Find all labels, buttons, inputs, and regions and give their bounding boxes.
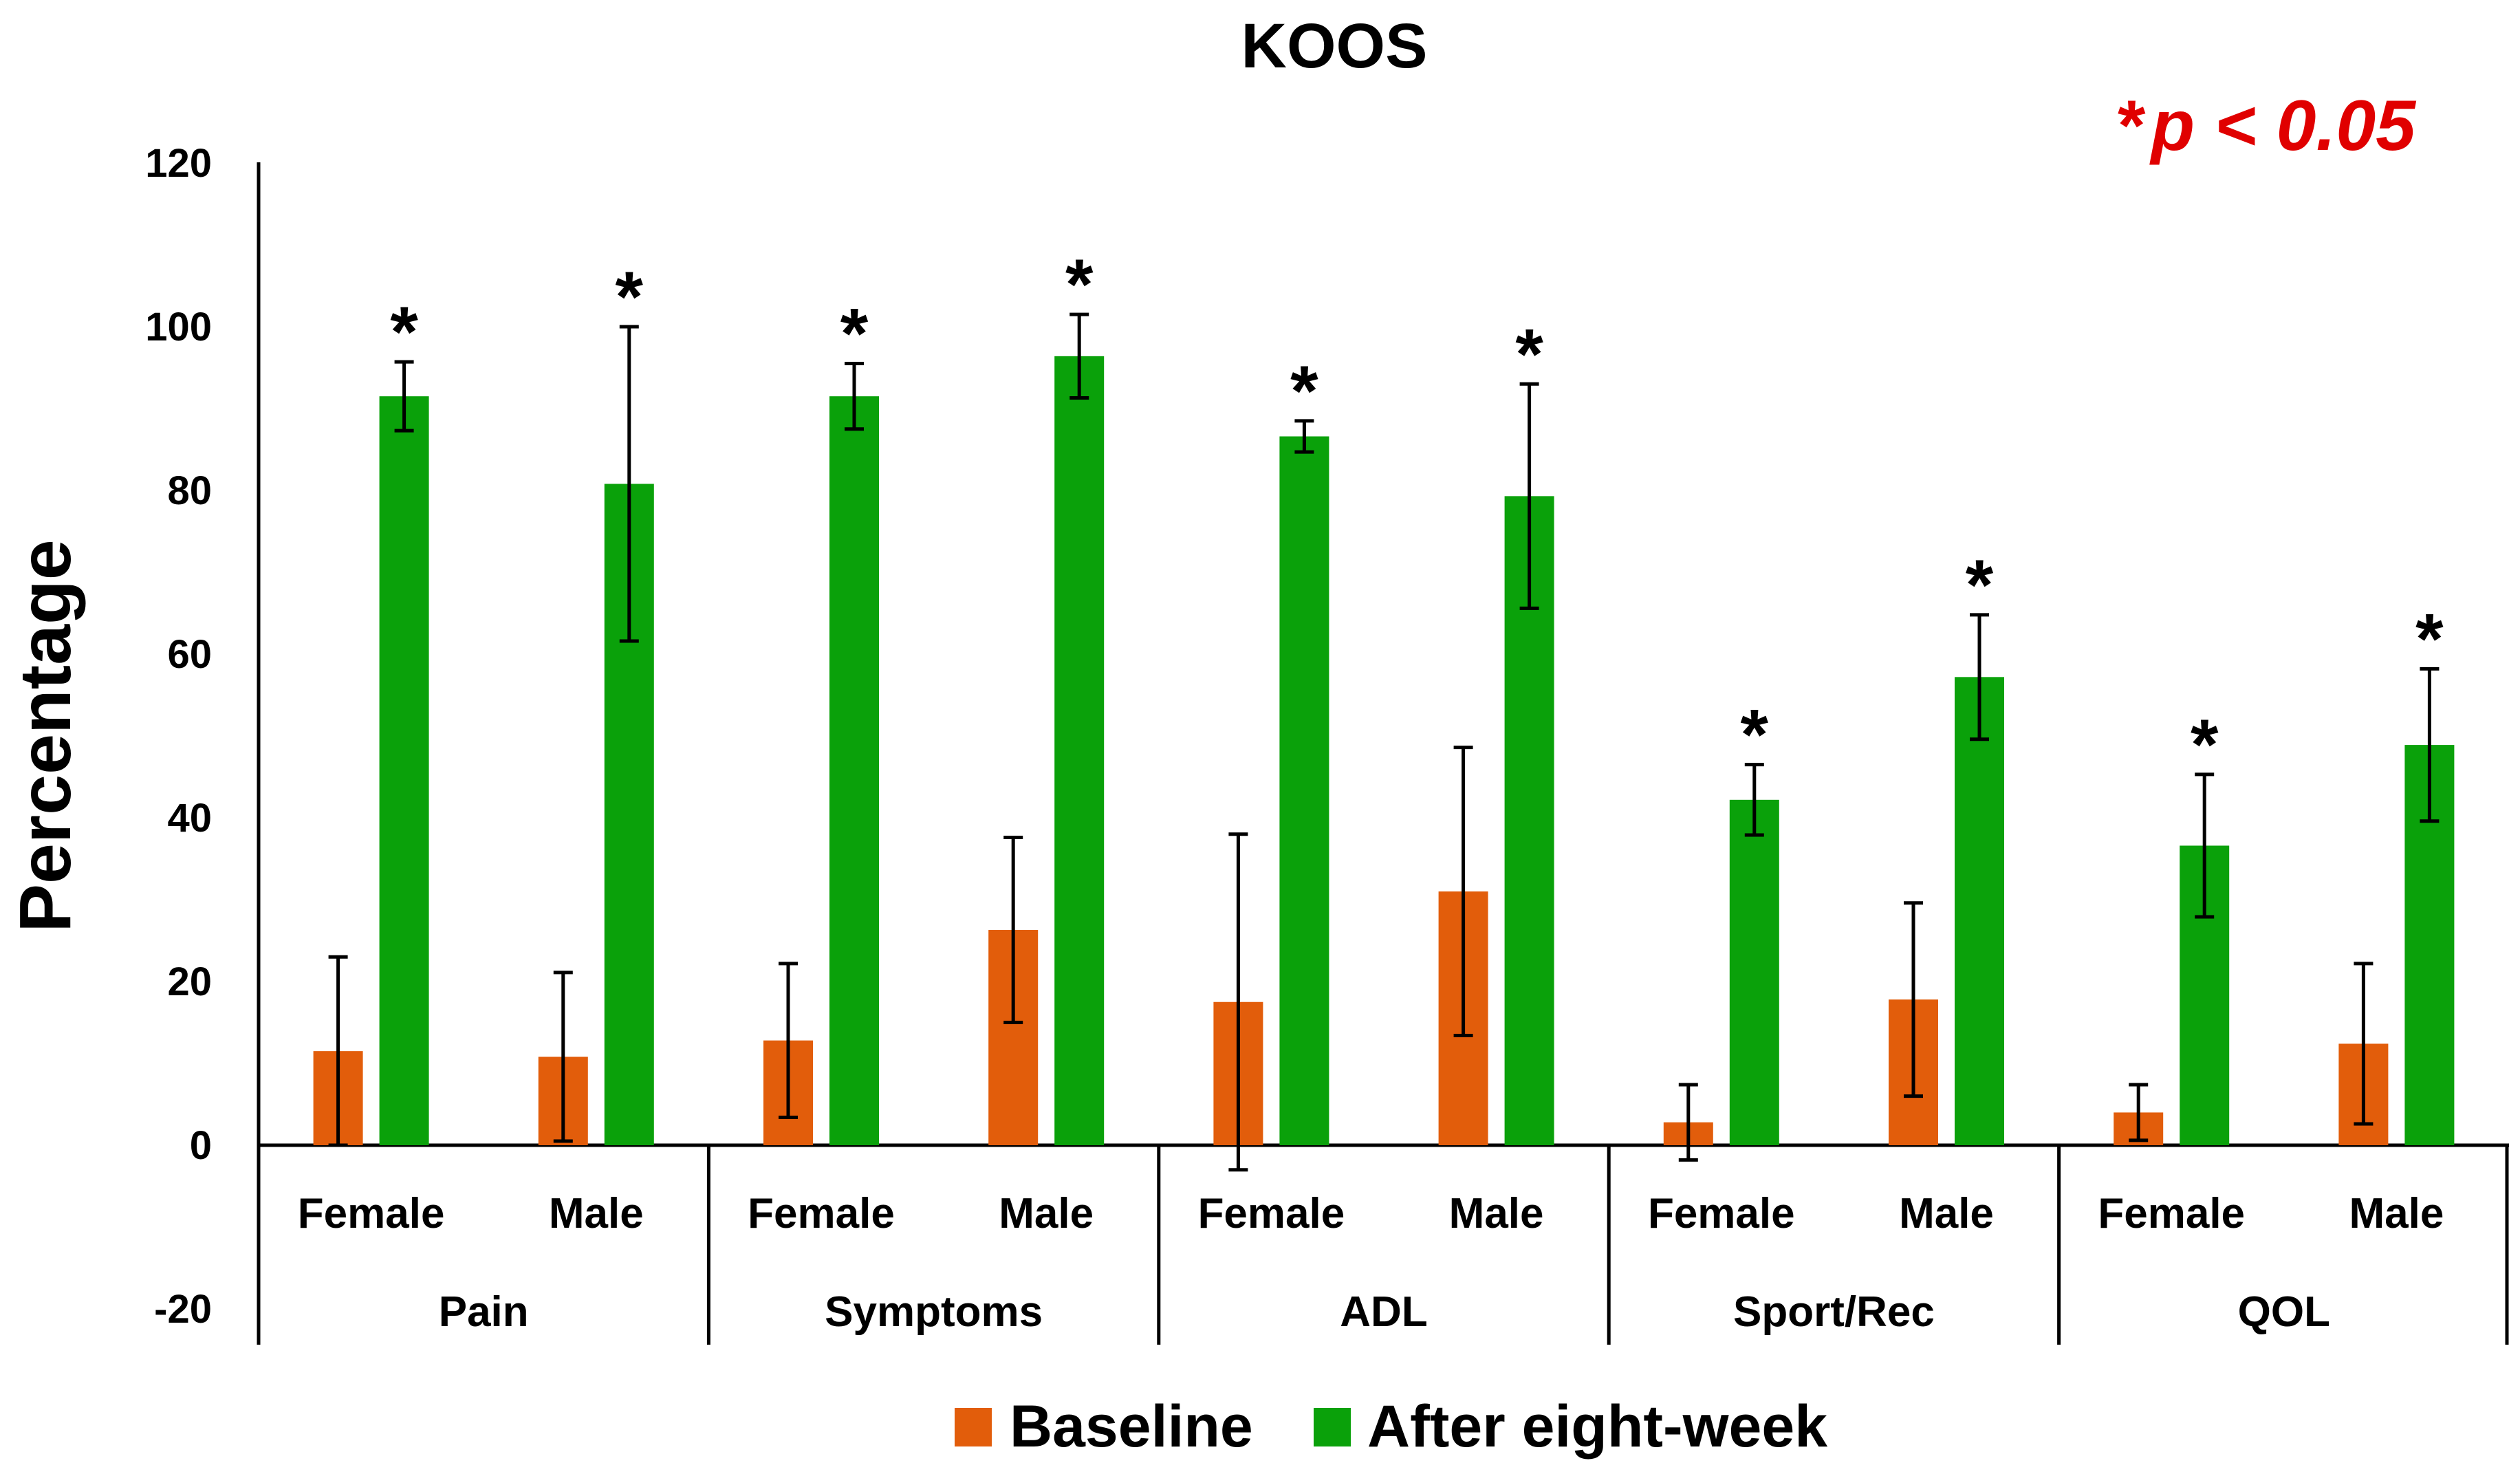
- legend-label-after-eight-week: After eight-week: [1367, 1394, 1827, 1460]
- legend-swatch-baseline: [955, 1408, 992, 1446]
- x-sublabel-male: Male: [1899, 1190, 1994, 1237]
- error-bar: [1744, 763, 1764, 837]
- chart-title: KOOS: [1241, 11, 1428, 81]
- x-sublabel-female: Female: [2098, 1190, 2245, 1237]
- x-sublabel-female: Female: [1648, 1190, 1795, 1237]
- y-axis-label: Percentage: [5, 539, 86, 933]
- x-sublabel-male: Male: [549, 1190, 644, 1237]
- y-tick-label: 80: [167, 468, 212, 513]
- error-bars: [328, 312, 2440, 1172]
- bar-after-eight-week-pain-female: [379, 396, 429, 1145]
- x-sublabel-female: Female: [298, 1190, 445, 1237]
- x-sublabel-female: Female: [1198, 1190, 1345, 1237]
- y-tick-label: 100: [145, 305, 212, 349]
- error-bar: [1678, 1083, 1698, 1162]
- legend: Baseline After eight-week: [955, 1394, 1827, 1460]
- error-bar: [2129, 1083, 2149, 1142]
- error-bar: [1904, 901, 1923, 1098]
- legend-swatch-after-eight-week: [1314, 1408, 1351, 1446]
- error-bar: [845, 362, 864, 431]
- significance-star: *: [2415, 599, 2444, 679]
- error-bar: [1069, 312, 1089, 400]
- significance-star: *: [1966, 545, 1994, 625]
- significance-note: *p < 0.05: [2118, 86, 2417, 166]
- significance-star: *: [840, 294, 869, 374]
- y-tick-label: -20: [154, 1287, 212, 1332]
- error-bar: [1970, 613, 1989, 741]
- x-sublabel-male: Male: [1449, 1190, 1544, 1237]
- y-tick-label: 60: [167, 632, 212, 677]
- legend-label-baseline: Baseline: [1010, 1394, 1253, 1460]
- significance-text: p < 0.05: [2149, 86, 2418, 166]
- bar-after-eight-week-adl-female: [1279, 436, 1329, 1146]
- x-sublabel-male: Male: [2349, 1190, 2444, 1237]
- significance-star: *: [2191, 705, 2219, 785]
- x-group-label-qol: QOL: [2238, 1288, 2330, 1336]
- y-tick-label: 20: [167, 960, 212, 1004]
- significance-star: *: [1065, 245, 1094, 325]
- x-sublabel-male: Male: [999, 1190, 1094, 1237]
- x-group-label-sport-rec: Sport/Rec: [1733, 1288, 1935, 1336]
- y-tick-label: 0: [190, 1123, 212, 1168]
- bar-after-eight-week-symptoms-male: [1054, 356, 1105, 1145]
- bar-after-eight-week-symptoms-female: [829, 396, 879, 1145]
- error-bar: [553, 971, 573, 1143]
- y-tick-label: 120: [145, 141, 212, 186]
- x-group-label-symptoms: Symptoms: [825, 1288, 1043, 1336]
- group-dividers: [706, 1145, 2509, 1345]
- significance-star: *: [1741, 695, 1769, 775]
- x-labels: Female Male Pain Female Male Symptoms Female Ma…: [298, 1190, 2444, 1336]
- error-bar: [328, 955, 348, 1147]
- error-bar: [1003, 836, 1023, 1024]
- error-bar: [1453, 746, 1473, 1038]
- error-bar: [779, 962, 798, 1120]
- significance-star: *: [616, 257, 644, 337]
- significance-star: *: [1290, 351, 1318, 431]
- y-ticks: -20 0 20 40 60 80 100 120: [145, 141, 212, 1332]
- error-bar: [2195, 772, 2215, 919]
- x-group-label-pain: Pain: [439, 1288, 529, 1336]
- significance-star: *: [390, 292, 418, 372]
- error-bar: [2354, 962, 2374, 1126]
- y-tick-label: 40: [167, 796, 212, 841]
- error-bar: [1519, 382, 1539, 610]
- error-bar: [619, 325, 639, 643]
- significance-stars: * * * * * * * * * *: [390, 245, 2444, 785]
- x-group-label-adl: ADL: [1340, 1288, 1427, 1336]
- bars: [313, 356, 2455, 1146]
- error-bar: [1228, 832, 1248, 1172]
- significance-marker: *: [2118, 86, 2146, 166]
- significance-star: *: [1515, 314, 1543, 394]
- error-bar: [1294, 419, 1314, 454]
- x-sublabel-female: Female: [748, 1190, 895, 1237]
- bar-after-eight-week-sport-rec-male: [1955, 677, 2004, 1145]
- bar-after-eight-week-sport-rec-female: [1729, 799, 1779, 1145]
- error-bar: [2420, 666, 2440, 823]
- error-bar: [394, 360, 414, 433]
